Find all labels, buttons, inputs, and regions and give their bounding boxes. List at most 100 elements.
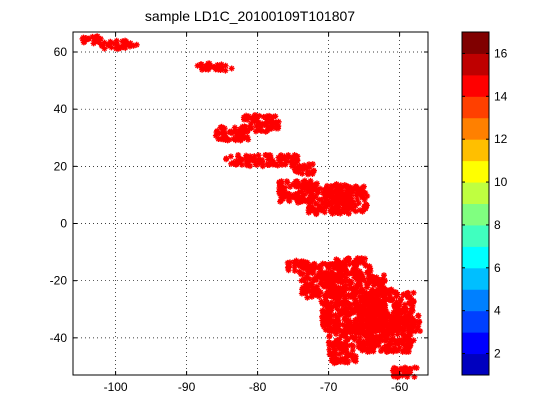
data-point bbox=[386, 340, 393, 347]
data-cluster bbox=[194, 60, 235, 74]
data-point bbox=[247, 153, 254, 160]
data-point bbox=[253, 115, 260, 122]
data-point bbox=[363, 202, 370, 209]
data-point bbox=[404, 332, 411, 339]
data-point bbox=[352, 297, 359, 304]
colorbar-tick-label: 10 bbox=[494, 175, 508, 189]
data-point bbox=[371, 303, 378, 310]
data-point bbox=[405, 348, 412, 355]
data-point bbox=[405, 300, 412, 307]
data-point bbox=[220, 128, 227, 135]
data-point bbox=[380, 272, 387, 279]
data-point bbox=[326, 323, 333, 330]
data-point bbox=[231, 124, 238, 131]
data-point bbox=[368, 341, 375, 348]
data-point bbox=[297, 199, 304, 206]
data-point bbox=[415, 323, 422, 330]
data-point bbox=[313, 283, 320, 290]
data-point bbox=[354, 315, 361, 322]
data-point bbox=[383, 307, 390, 314]
data-point bbox=[333, 300, 340, 307]
colorbar-tick-label: 2 bbox=[494, 347, 501, 361]
data-point bbox=[372, 275, 379, 282]
data-point bbox=[228, 130, 235, 137]
data-point bbox=[328, 288, 335, 295]
data-point bbox=[93, 33, 100, 40]
data-point bbox=[370, 328, 377, 335]
data-point bbox=[404, 373, 411, 380]
data-point bbox=[297, 165, 304, 172]
data-point bbox=[411, 321, 418, 328]
data-point bbox=[396, 320, 403, 327]
data-point bbox=[81, 38, 88, 45]
data-point bbox=[335, 284, 342, 291]
chart-title: sample LD1C_20100109T101807 bbox=[145, 8, 355, 24]
data-point bbox=[409, 315, 416, 322]
data-point bbox=[316, 203, 323, 210]
data-point bbox=[355, 269, 362, 276]
data-point bbox=[381, 328, 388, 335]
data-point bbox=[389, 287, 396, 294]
data-point bbox=[133, 41, 140, 48]
data-point bbox=[333, 199, 340, 206]
data-point bbox=[215, 63, 222, 70]
data-point bbox=[279, 155, 286, 162]
colorbar-segment bbox=[462, 182, 489, 204]
data-point bbox=[327, 183, 334, 190]
data-point bbox=[217, 67, 224, 74]
y-tick-label: 60 bbox=[54, 45, 68, 59]
data-point bbox=[326, 342, 333, 349]
data-point bbox=[289, 192, 296, 199]
data-point bbox=[347, 328, 354, 335]
data-point bbox=[273, 125, 280, 132]
data-point bbox=[294, 153, 301, 160]
data-point bbox=[356, 327, 363, 334]
data-point bbox=[394, 347, 401, 354]
data-point bbox=[202, 66, 209, 73]
data-point bbox=[322, 326, 329, 333]
data-point bbox=[222, 62, 229, 69]
data-point bbox=[339, 273, 346, 280]
data-point bbox=[351, 336, 358, 343]
data-point bbox=[292, 178, 299, 185]
data-point bbox=[324, 314, 331, 321]
data-point bbox=[260, 113, 267, 120]
data-point bbox=[291, 264, 298, 271]
data-point bbox=[333, 330, 340, 337]
data-point bbox=[357, 272, 364, 279]
data-point bbox=[357, 207, 364, 214]
data-point bbox=[355, 191, 362, 198]
data-point bbox=[328, 303, 335, 310]
data-point bbox=[223, 155, 230, 162]
data-point bbox=[400, 368, 407, 375]
data-point bbox=[230, 159, 237, 166]
data-point bbox=[355, 305, 362, 312]
data-point bbox=[318, 196, 325, 203]
data-point bbox=[323, 312, 330, 319]
data-point bbox=[317, 264, 324, 271]
data-point bbox=[397, 365, 404, 372]
data-point bbox=[322, 293, 329, 300]
data-point bbox=[328, 312, 335, 319]
data-point bbox=[303, 287, 310, 294]
data-point bbox=[335, 313, 342, 320]
data-point bbox=[230, 136, 237, 143]
data-point bbox=[382, 342, 389, 349]
data-point bbox=[289, 155, 296, 162]
data-point bbox=[85, 36, 92, 43]
data-point bbox=[350, 293, 357, 300]
data-point bbox=[345, 187, 352, 194]
data-point bbox=[417, 328, 424, 335]
data-point bbox=[234, 136, 241, 143]
data-point bbox=[342, 271, 349, 278]
data-point bbox=[301, 277, 308, 284]
data-point bbox=[335, 294, 342, 301]
data-point bbox=[284, 259, 291, 266]
data-point bbox=[316, 270, 323, 277]
data-point bbox=[329, 195, 336, 202]
data-point bbox=[378, 298, 385, 305]
colorbar-tick-label: 12 bbox=[494, 132, 508, 146]
data-point bbox=[321, 194, 328, 201]
data-point bbox=[369, 286, 376, 293]
data-point bbox=[390, 319, 397, 326]
